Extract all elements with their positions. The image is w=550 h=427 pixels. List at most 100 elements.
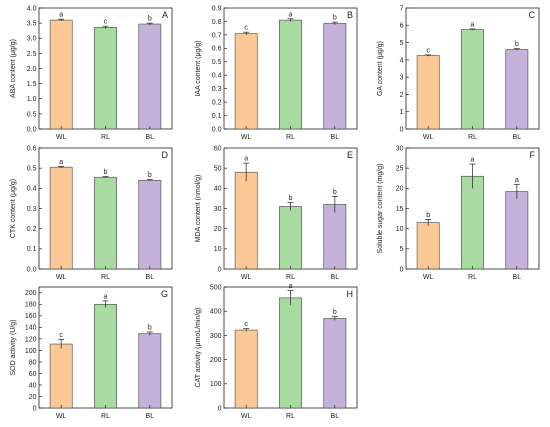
significance-label: b bbox=[104, 169, 108, 176]
bar-rl bbox=[461, 175, 484, 270]
bar-bl bbox=[505, 191, 529, 270]
significance-label: c bbox=[104, 19, 108, 26]
y-tick-label: 180 bbox=[25, 302, 37, 309]
significance-label: a bbox=[289, 283, 293, 290]
panel-letter: A bbox=[162, 10, 168, 20]
y-tick-label: 200 bbox=[210, 357, 222, 364]
bar-wl bbox=[49, 343, 73, 409]
y-tick-label: 4.0 bbox=[27, 5, 37, 12]
y-axis-title: MDA content (nmol/g) bbox=[195, 175, 202, 243]
significance-label: b bbox=[148, 172, 152, 179]
x-tick-label: WL bbox=[241, 134, 252, 141]
y-axis-title: IAA content (μg/g) bbox=[195, 40, 202, 96]
y-tick-label: 7 bbox=[400, 5, 404, 12]
bar-rl bbox=[94, 27, 117, 130]
significance-label: a bbox=[59, 159, 63, 166]
y-tick-label: 0.2 bbox=[212, 100, 222, 107]
significance-label: b bbox=[148, 324, 152, 331]
significance-label: a bbox=[244, 156, 248, 163]
y-tick-label: 0.3 bbox=[27, 206, 37, 213]
y-tick-label: 0.5 bbox=[27, 166, 37, 173]
y-tick-label: 1.5 bbox=[27, 81, 37, 88]
panel-letter: C bbox=[529, 10, 536, 20]
significance-label: a bbox=[471, 21, 475, 28]
y-tick-label: 0.0 bbox=[212, 126, 222, 133]
y-tick-label: 15 bbox=[396, 206, 404, 213]
panel-c: 0 1 2 3 4 5 6 7 GA content (μg/g) Cc WL a RL b BL bbox=[377, 5, 540, 141]
significance-label: b bbox=[333, 15, 337, 22]
y-tick-label: 25 bbox=[396, 166, 404, 173]
y-tick-label: 400 bbox=[210, 309, 222, 316]
panel-d: 0.0 0.1 0.2 0.3 0.4 0.5 0.6 CTK content (μg/g) D… bbox=[10, 145, 173, 281]
significance-label: b bbox=[148, 16, 152, 23]
panel-letter: E bbox=[347, 150, 353, 160]
y-tick-label: 60 bbox=[29, 371, 37, 378]
y-tick-label: 0.1 bbox=[212, 113, 222, 120]
y-tick-label: 1 bbox=[400, 109, 404, 116]
y-axis-title: ABA content (μg/g) bbox=[10, 39, 17, 98]
y-tick-label: 0.0 bbox=[27, 126, 37, 133]
y-tick-label: 0.8 bbox=[212, 19, 222, 26]
y-tick-label: 1.0 bbox=[27, 96, 37, 103]
bar-rl bbox=[94, 303, 117, 409]
x-tick-label: RL bbox=[468, 134, 477, 141]
y-tick-label: 0.7 bbox=[212, 32, 222, 39]
y-tick-label: 0.2 bbox=[27, 226, 37, 233]
y-tick-label: 80 bbox=[29, 359, 37, 366]
x-tick-label: WL bbox=[241, 413, 252, 420]
bar-bl bbox=[505, 49, 529, 130]
y-axis-title: SOD activity (U/g) bbox=[10, 319, 17, 375]
x-tick-label: WL bbox=[423, 274, 434, 281]
panel-letter: B bbox=[347, 10, 353, 20]
bar-wl bbox=[49, 19, 73, 130]
y-tick-label: 500 bbox=[210, 284, 222, 291]
bar-rl bbox=[279, 206, 302, 270]
y-tick-label: 0.4 bbox=[212, 73, 222, 80]
x-tick-label: BL bbox=[331, 274, 340, 281]
y-tick-label: 0.6 bbox=[27, 145, 37, 152]
x-tick-label: WL bbox=[56, 134, 67, 141]
y-tick-label: 0 bbox=[400, 266, 404, 273]
x-tick-label: WL bbox=[423, 134, 434, 141]
x-tick-label: WL bbox=[56, 274, 67, 281]
x-tick-label: RL bbox=[286, 274, 295, 281]
y-tick-label: 0 bbox=[218, 405, 222, 412]
y-tick-label: 20 bbox=[29, 394, 37, 401]
bar-wl bbox=[234, 329, 258, 409]
panel-letter: H bbox=[347, 289, 354, 299]
x-tick-label: BL bbox=[331, 413, 340, 420]
x-tick-label: BL bbox=[146, 413, 155, 420]
bar-rl bbox=[279, 19, 302, 130]
y-tick-label: 50 bbox=[214, 166, 222, 173]
x-tick-label: RL bbox=[468, 274, 477, 281]
x-tick-label: RL bbox=[101, 413, 110, 420]
significance-label: a bbox=[289, 11, 293, 18]
x-tick-label: WL bbox=[56, 413, 67, 420]
bar-rl bbox=[461, 29, 484, 130]
panel-g: 0 20 40 60 80 100 120 140 160 180 200 SOD activity … bbox=[10, 286, 173, 420]
x-tick-label: BL bbox=[146, 134, 155, 141]
y-tick-label: 20 bbox=[214, 226, 222, 233]
significance-label: b bbox=[515, 41, 519, 48]
y-tick-label: 0.5 bbox=[212, 59, 222, 66]
panel-e: 0 10 20 30 40 50 60 MDA content (nmol/g) Ea WL b RL… bbox=[195, 145, 358, 281]
panel-letter: G bbox=[161, 289, 168, 299]
significance-label: c bbox=[244, 321, 248, 328]
y-tick-label: 2.5 bbox=[27, 51, 37, 58]
y-tick-label: 0.5 bbox=[27, 111, 37, 118]
x-tick-label: RL bbox=[286, 134, 295, 141]
bar-bl bbox=[323, 23, 347, 130]
y-tick-label: 0.0 bbox=[27, 266, 37, 273]
bar-bl bbox=[323, 204, 347, 270]
bar-wl bbox=[234, 171, 258, 270]
panel-h: 0 100 200 300 400 500 CAT activity (μmoL/min/g… bbox=[195, 283, 358, 420]
y-tick-label: 0.3 bbox=[212, 86, 222, 93]
y-tick-label: 6 bbox=[400, 23, 404, 30]
y-tick-label: 160 bbox=[25, 313, 37, 320]
y-tick-label: 300 bbox=[210, 333, 222, 340]
y-tick-label: 3 bbox=[400, 75, 404, 82]
y-tick-label: 140 bbox=[25, 325, 37, 332]
bar-wl bbox=[49, 166, 73, 270]
